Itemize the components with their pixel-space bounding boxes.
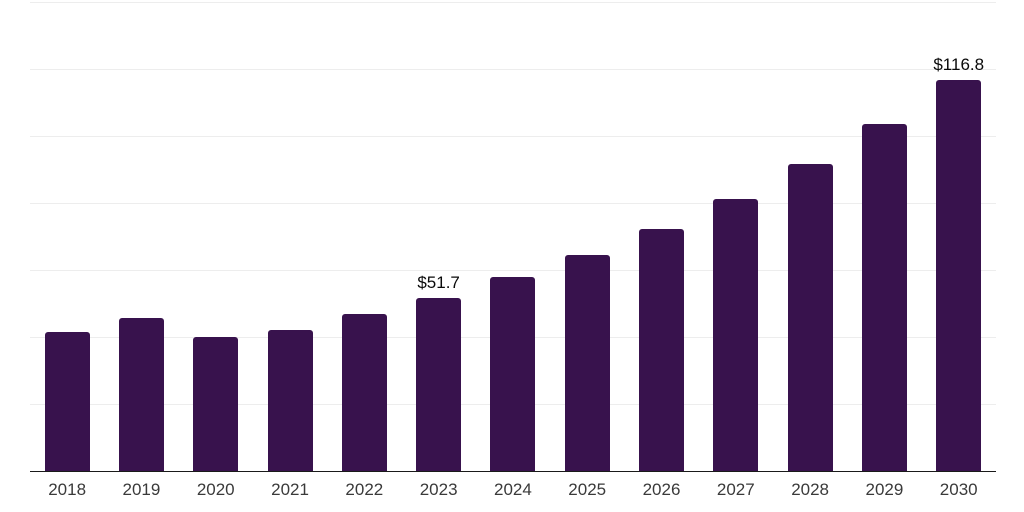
x-tick-2020: 2020	[193, 481, 238, 498]
gridline-y-80	[30, 203, 996, 204]
x-tick-label-2019: 2019	[122, 480, 161, 499]
bar-2025	[564, 254, 610, 471]
x-tick-2021: 2021	[268, 481, 313, 498]
bars-row: $51.7 $116.8	[30, 2, 996, 471]
x-tick-2026: 2026	[639, 481, 684, 498]
x-tick-label-2025: 2025	[568, 480, 607, 499]
gridline-y-60	[30, 270, 996, 271]
x-tick-label-2028: 2028	[791, 480, 830, 499]
bar-group-2028	[787, 2, 833, 471]
x-tick-label-2026: 2026	[642, 480, 681, 499]
gridline-y-120	[30, 69, 996, 70]
bar-group-2020	[193, 2, 239, 471]
x-tick-label-2021: 2021	[271, 480, 309, 499]
bar-2022	[341, 313, 387, 471]
plot-area: $51.7 $116.8	[30, 2, 996, 472]
bar-group-2030: $116.8	[933, 2, 985, 471]
x-tick-2030: 2030	[936, 481, 981, 498]
bar-group-2023: $51.7	[416, 2, 462, 471]
x-tick-label-2018: 2018	[48, 480, 87, 499]
bar-group-2018	[44, 2, 90, 471]
bar-2030	[936, 79, 982, 471]
bar-group-2024	[490, 2, 536, 471]
x-tick-2029: 2029	[862, 481, 907, 498]
x-tick-2022: 2022	[342, 481, 387, 498]
bar-2019	[118, 317, 164, 471]
x-tick-label-2027: 2027	[716, 480, 755, 499]
x-tick-label-2020: 2020	[196, 480, 235, 499]
x-tick-label-2023: 2023	[419, 480, 458, 499]
bar-group-2022	[341, 2, 387, 471]
data-label-2023: $51.7	[417, 272, 460, 292]
x-tick-2023: 2023	[416, 481, 461, 498]
bar-2018	[44, 331, 90, 471]
x-tick-label-2030: 2030	[939, 480, 978, 499]
x-axis-line	[30, 470, 996, 472]
x-tick-2027: 2027	[713, 481, 758, 498]
bar-group-2025	[564, 2, 610, 471]
x-tick-2028: 2028	[788, 481, 833, 498]
x-tick-2025: 2025	[565, 481, 610, 498]
x-tick-label-2029: 2029	[865, 480, 904, 499]
bar-2024	[490, 277, 536, 471]
data-label-2030: $116.8	[933, 54, 985, 74]
x-tick-2024: 2024	[490, 481, 535, 498]
x-tick-2019: 2019	[119, 481, 164, 498]
bar-2023	[416, 297, 462, 471]
bar-group-2021	[267, 2, 313, 471]
gridline-y-140	[30, 2, 996, 3]
x-tick-label-2022: 2022	[345, 480, 384, 499]
bar-2028	[787, 164, 833, 471]
gridline-y-100	[30, 136, 996, 137]
x-tick-label-2024: 2024	[494, 480, 532, 499]
bar-2027	[713, 198, 759, 471]
x-axis-tick-labels: 2018 2019 2020 2021 2022 2023 2024 2025 2026 2027…	[30, 472, 996, 512]
bar-2020	[193, 337, 239, 471]
bar-group-2026	[639, 2, 685, 471]
bar-2021	[267, 329, 313, 471]
bar-2026	[639, 228, 685, 471]
bar-group-2029	[861, 2, 907, 471]
bar-group-2019	[118, 2, 164, 471]
bar-2029	[861, 124, 907, 471]
bar-group-2027	[713, 2, 759, 471]
x-tick-2018: 2018	[45, 481, 90, 498]
